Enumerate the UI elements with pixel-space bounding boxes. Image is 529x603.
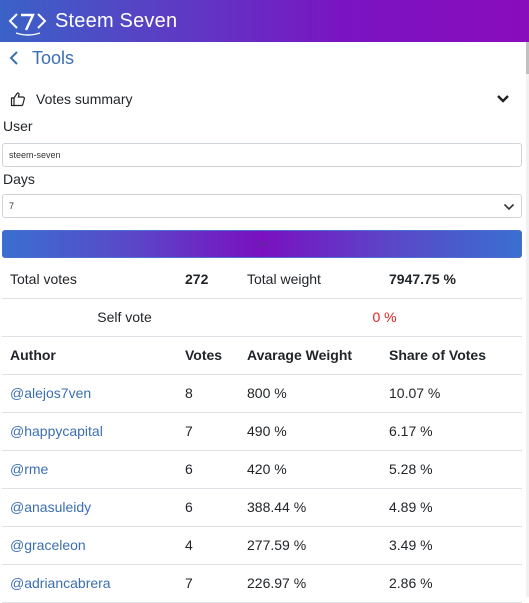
chevron-down-icon[interactable] [496,92,510,106]
summary-row-totals: Total votes 272 Total weight 7947.75 % [2,260,522,299]
share-cell: 2.86 % [389,564,522,603]
header-average-weight[interactable]: Avarage Weight [247,336,389,375]
total-weight-label: Total weight [247,260,389,299]
scrollbar-track[interactable] [526,0,529,597]
author-link[interactable]: @rme [2,450,185,489]
days-label: Days [3,171,35,187]
votes-summary-header[interactable]: Votes summary [10,88,518,110]
breadcrumb[interactable]: Tools [8,46,74,70]
share-cell: 4.89 % [389,488,522,527]
app-header: Steem Seven [0,0,529,42]
votes-cell: 6 [185,450,247,489]
summary-row-self-vote: Self vote 0 % [2,298,522,337]
share-cell: 3.49 % [389,526,522,565]
days-select-value: 7 [9,201,15,211]
get-button[interactable]: Get [2,230,522,258]
user-input[interactable]: steem-seven [2,143,522,167]
header-author[interactable]: Author [2,336,185,375]
share-cell: 10.07 % [389,374,522,413]
votes-table: Author Votes Avarage Weight Share of Vot… [2,336,522,603]
section-title: Votes summary [36,91,133,107]
weight-cell: 388.44 % [247,488,389,527]
header-share-of-votes[interactable]: Share of Votes [389,336,522,375]
share-cell: 5.28 % [389,450,522,489]
author-link[interactable]: @graceleon [2,526,185,565]
votes-cell: 6 [185,488,247,527]
author-link[interactable]: @anasuleidy [2,488,185,527]
user-label: User [3,118,33,134]
table-row: @happycapital 7 490 % 6.17 % [2,412,522,451]
weight-cell: 277.59 % [247,526,389,565]
header-votes[interactable]: Votes [185,336,247,375]
chevron-left-icon[interactable] [8,49,22,67]
weight-cell: 226.97 % [247,564,389,603]
table-row: @anasuleidy 6 388.44 % 4.89 % [2,488,522,527]
table-row: @graceleon 4 277.59 % 3.49 % [2,526,522,565]
total-votes-value: 272 [185,260,247,299]
self-vote-label: Self vote [2,298,247,337]
breadcrumb-label[interactable]: Tools [32,47,75,68]
votes-cell: 7 [185,564,247,603]
votes-cell: 7 [185,412,247,451]
app-logo[interactable] [6,6,50,36]
total-votes-label: Total votes [2,260,185,299]
total-weight-value: 7947.75 % [389,260,522,299]
author-link[interactable]: @alejos7ven [2,374,185,413]
thumbs-up-icon [10,92,25,107]
table-row: @adriancabrera 7 226.97 % 2.86 % [2,564,522,603]
votes-cell: 4 [185,526,247,565]
author-link[interactable]: @happycapital [2,412,185,451]
logo-mark-icon [8,13,47,36]
table-row: @rme 6 420 % 5.28 % [2,450,522,489]
author-link[interactable]: @adriancabrera [2,564,185,603]
user-input-value: steem-seven [9,150,61,160]
share-cell: 6.17 % [389,412,522,451]
weight-cell: 490 % [247,412,389,451]
votes-cell: 8 [185,374,247,413]
days-select[interactable]: 7 [2,194,522,218]
weight-cell: 420 % [247,450,389,489]
app-title[interactable]: Steem Seven [55,9,178,32]
summary-table: Total votes 272 Total weight 7947.75 % S… [2,260,522,337]
votes-table-header: Author Votes Avarage Weight Share of Vot… [2,336,522,375]
table-row: @alejos7ven 8 800 % 10.07 % [2,374,522,413]
self-vote-value: 0 % [247,298,522,337]
select-caret-icon [503,203,515,211]
weight-cell: 800 % [247,374,389,413]
